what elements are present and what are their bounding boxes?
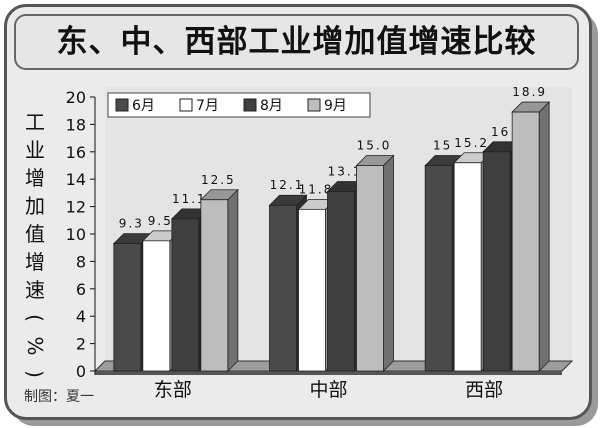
legend-swatch — [115, 98, 129, 112]
bar-side — [538, 101, 550, 372]
bar — [200, 199, 229, 372]
y-tick-label: 16 — [66, 143, 86, 162]
y-tick-label: 4 — [76, 307, 86, 326]
y-tick-label: 14 — [66, 170, 86, 189]
bar-side — [227, 188, 239, 372]
data-label: 15.2 — [454, 136, 489, 150]
bar — [269, 204, 297, 372]
y-tick-label: 10 — [66, 225, 86, 244]
bar — [327, 191, 355, 372]
bar-side — [383, 154, 394, 372]
data-label: 15.0 — [357, 139, 392, 153]
y-axis-label-char: 增 — [25, 250, 45, 274]
data-label: 11.8 — [299, 182, 334, 196]
legend-label: 7月 — [196, 98, 219, 114]
legend-swatch — [243, 98, 257, 112]
legend-swatch — [307, 98, 321, 112]
y-axis-label-char: 工 — [25, 110, 45, 134]
y-tick-label: 12 — [66, 198, 86, 217]
category-label: 中部 — [309, 379, 347, 401]
y-axis-label: 工业增加值增速(%) — [22, 108, 48, 388]
data-label: 12.5 — [201, 173, 236, 187]
bar — [511, 111, 540, 372]
bar — [142, 240, 171, 372]
bar — [424, 165, 453, 372]
y-tick-label: 2 — [76, 335, 86, 354]
data-label: 9.3 — [119, 217, 144, 231]
bar — [482, 151, 511, 372]
legend-box — [107, 92, 371, 118]
y-tick-label: 8 — [76, 252, 86, 271]
legend-swatch — [179, 98, 193, 112]
data-label: 18.9 — [512, 85, 547, 99]
bar — [298, 208, 326, 372]
data-label: 12.1 — [270, 178, 305, 192]
data-label: 11.1 — [172, 192, 207, 206]
y-tick-label: 20 — [66, 88, 86, 107]
chart-title: 东、中、西部工业增加值增速比较 — [14, 14, 579, 70]
legend-label: 6月 — [132, 98, 155, 114]
bar — [171, 218, 200, 372]
category-label: 东部 — [154, 379, 192, 401]
bar — [113, 243, 142, 372]
bar — [453, 162, 482, 372]
y-tick-label: 6 — [76, 280, 86, 299]
data-label: 16 — [491, 125, 510, 139]
y-tick-label: 0 — [76, 362, 86, 381]
y-axis-label-char: 业 — [25, 138, 45, 162]
y-axis-label-char: 速 — [25, 278, 45, 302]
data-label: 13.1 — [328, 165, 363, 179]
y-axis-label-char: 加 — [25, 194, 45, 218]
y-axis-label-char: 值 — [25, 222, 45, 246]
y-tick-label: 18 — [66, 115, 86, 134]
bar — [356, 165, 384, 372]
legend-label: 9月 — [324, 98, 347, 114]
plot-floor-edge — [95, 371, 562, 375]
data-label: 15 — [433, 139, 452, 153]
y-axis-label-char: 增 — [25, 166, 45, 190]
legend-label: 8月 — [260, 98, 283, 114]
category-label: 西部 — [465, 379, 503, 401]
data-label: 9.5 — [148, 214, 173, 228]
credit-text: 制图：夏一 — [24, 389, 94, 405]
